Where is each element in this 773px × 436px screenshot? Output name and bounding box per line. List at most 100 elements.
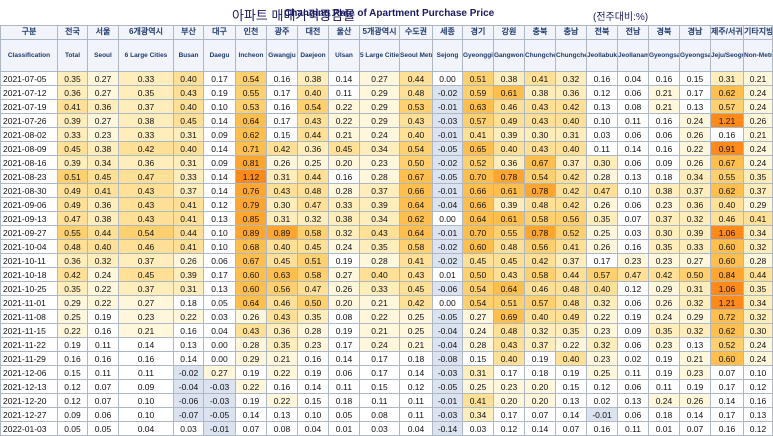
column-header-ko: 충북 <box>524 25 556 40</box>
table-cell: 0.56 <box>555 211 587 226</box>
table-cell: -0.01 <box>432 225 463 240</box>
table-cell: 0.62 <box>710 323 744 338</box>
table-cell: 0.06 <box>617 127 649 142</box>
table-cell: 0.16 <box>710 421 744 436</box>
table-cell: 0.10 <box>743 365 773 380</box>
table-cell: 0.32 <box>679 323 711 338</box>
table-cell: 0.16 <box>648 71 680 86</box>
table-cell: 0.34 <box>359 211 400 226</box>
table-cell: -0.01 <box>432 183 463 198</box>
table-cell: 0.41 <box>462 127 494 142</box>
table-cell: 0.67 <box>524 155 556 170</box>
table-cell: 0.13 <box>173 337 204 352</box>
table-cell: 0.67 <box>235 253 267 268</box>
table-cell: 0.17 <box>359 351 400 366</box>
table-cell: 0.46 <box>710 211 744 226</box>
table-cell: 0.52 <box>462 155 494 170</box>
table-cell: 0.45 <box>57 141 88 156</box>
table-cell: 0.41 <box>57 99 88 114</box>
table-row: 2021-08-16 0.39 0.34 0.36 0.31 0.09 0.81 0.26 0.… <box>0 155 773 170</box>
table-cell: 0.43 <box>399 113 433 128</box>
table-cell: 0.30 <box>266 197 298 212</box>
table-cell: 0.48 <box>493 239 525 254</box>
table-cell: 0.62 <box>710 183 744 198</box>
column-header-en: Gyeonggi-do <box>462 39 494 72</box>
row-date: 2021-11-08 <box>0 309 58 324</box>
column-header-ko: 대전 <box>297 25 329 40</box>
table-cell: 0.35 <box>743 169 773 184</box>
table-cell: 0.27 <box>328 267 360 282</box>
table-cell: 0.22 <box>266 393 298 408</box>
table-cell: 0.54 <box>118 225 174 240</box>
table-cell: 0.40 <box>399 127 433 142</box>
table-cell: 0.42 <box>266 141 298 156</box>
table-cell: 0.26 <box>235 309 267 324</box>
table-cell: 0.38 <box>493 71 525 86</box>
table-cell: 0.47 <box>118 169 174 184</box>
table-row: 2021-08-30 0.49 0.41 0.43 0.37 0.14 0.76 0.43 0.… <box>0 183 773 198</box>
table-cell: 0.18 <box>524 365 556 380</box>
column-header-ko: 경기 <box>462 25 494 40</box>
table-cell: 0.85 <box>235 211 267 226</box>
page-title-korean: 아파트 매매가격증감률 <box>232 8 356 23</box>
table-cell: 0.57 <box>524 295 556 310</box>
column-header-en: Incheon <box>235 39 267 72</box>
table-cell: 0.41 <box>173 211 204 226</box>
table-cell: 0.06 <box>328 365 360 380</box>
table-cell: 0.34 <box>743 225 773 240</box>
table-cell: 0.33 <box>57 127 88 142</box>
table-cell: 0.42 <box>524 253 556 268</box>
table-cell: 0.24 <box>359 337 400 352</box>
table-cell: 0.62 <box>399 211 433 226</box>
column-header-en: 6 Large Cities <box>118 39 174 72</box>
table-cell: 0.45 <box>173 113 204 128</box>
table-cell: 0.53 <box>235 99 267 114</box>
table-cell: 0.33 <box>118 127 174 142</box>
table-cell: 0.40 <box>493 141 525 156</box>
table-cell: 0.15 <box>297 393 329 408</box>
table-cell: 0.33 <box>328 197 360 212</box>
table-cell: 0.19 <box>235 393 267 408</box>
table-row: 2021-11-08 0.25 0.19 0.23 0.22 0.03 0.26 0.43 0.… <box>0 309 773 324</box>
header-row-korean: 구분 전국 서울 6개광역시 부산 대구 인천 광주 대전 울산 5개광역시 수도권 세종 경기 강원 충북 충… <box>0 25 773 40</box>
table-cell: 0.23 <box>586 351 618 366</box>
table-cell: 0.29 <box>648 281 680 296</box>
table-cell: 0.60 <box>235 281 267 296</box>
table-cell: 0.58 <box>297 267 329 282</box>
table-cell: 0.19 <box>57 337 88 352</box>
table-cell: 0.11 <box>648 379 680 394</box>
row-date: 2021-11-01 <box>0 295 58 310</box>
table-cell: 0.24 <box>743 351 773 366</box>
table-cell: 0.18 <box>173 295 204 310</box>
table-cell: 0.38 <box>648 183 680 198</box>
table-row: 2021-10-04 0.48 0.40 0.46 0.41 0.10 0.68 0.40 0.… <box>0 239 773 254</box>
table-cell: 0.26 <box>679 127 711 142</box>
table-cell: 0.37 <box>648 211 680 226</box>
table-cell: 0.07 <box>555 421 587 436</box>
table-cell: -0.05 <box>432 379 463 394</box>
table-cell: 0.45 <box>118 267 174 282</box>
table-cell: 0.54 <box>462 295 494 310</box>
table-cell: 0.19 <box>297 365 329 380</box>
table-cell: -0.04 <box>432 337 463 352</box>
table-cell: 0.21 <box>679 351 711 366</box>
table-cell: 0.57 <box>710 99 744 114</box>
column-header-en: Sejong <box>432 39 463 72</box>
table-cell: 0.36 <box>57 253 88 268</box>
table-cell: 0.12 <box>743 379 773 394</box>
table-cell: 0.04 <box>203 323 236 338</box>
table-cell: 0.26 <box>679 393 711 408</box>
table-cell: -0.08 <box>432 351 463 366</box>
table-cell: 0.40 <box>493 351 525 366</box>
row-date: 2021-10-11 <box>0 253 58 268</box>
table-cell: 0.64 <box>399 197 433 212</box>
column-header-ko: 구분 <box>0 25 58 40</box>
table-cell: 0.43 <box>235 323 267 338</box>
table-cell: 0.31 <box>173 155 204 170</box>
table-cell: 0.10 <box>203 99 236 114</box>
column-header-en: Ulsan <box>328 39 360 72</box>
table-cell: 0.16 <box>710 127 744 142</box>
table-cell: 0.11 <box>359 393 400 408</box>
table-cell: 1.06 <box>710 225 744 240</box>
table-cell: 0.49 <box>555 309 587 324</box>
